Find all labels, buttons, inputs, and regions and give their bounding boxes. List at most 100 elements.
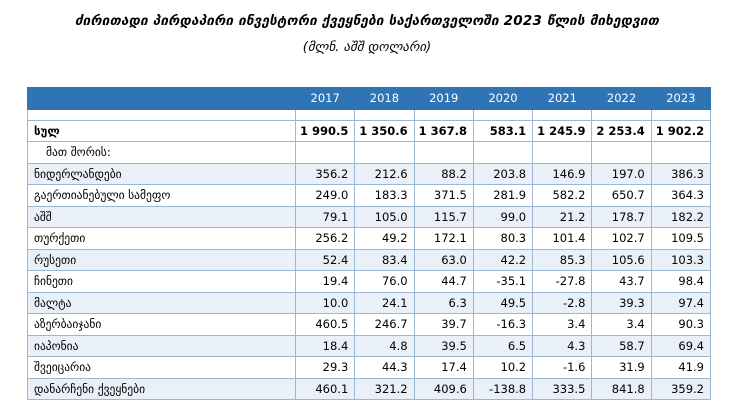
table-row: ჩინეთი 19.4 76.0 44.7 -35.1 -27.8 43.7 98.4	[27, 270, 712, 293]
table-cell: 841.8	[591, 377, 652, 400]
row-label: გაერთიანებული სამეფო	[27, 184, 296, 207]
row-label: შვეიცარია	[27, 356, 296, 379]
table-cell: 356.2	[294, 162, 356, 185]
table-cell: 41.9	[650, 356, 712, 379]
table-cell: -1.6	[532, 356, 593, 379]
table-cell: 10.2	[472, 356, 534, 379]
table-cell: 3.4	[591, 313, 652, 336]
table-cell: 246.7	[354, 313, 415, 336]
table-cell: 3.4	[532, 313, 593, 336]
table-cell: 10.0	[294, 291, 356, 314]
header-corner	[27, 87, 296, 110]
total-row: სულ 1 990.5 1 350.6 1 367.8 583.1 1 245.…	[27, 119, 712, 142]
table-cell: 52.4	[294, 248, 356, 271]
table-title: ძირითადი პირდაპირი ინვესტორი ქვეყნები სა…	[74, 13, 660, 29]
row-label: დანარჩენი ქვეყნები	[27, 377, 296, 400]
table-cell: 80.3	[472, 227, 534, 250]
table-cell: 321.2	[354, 377, 415, 400]
row-label: ნიდერლანდები	[27, 162, 296, 185]
table-cell: 39.3	[591, 291, 652, 314]
row-label: რუსეთი	[27, 248, 296, 271]
row-label: მალტა	[27, 291, 296, 314]
table-row: დანარჩენი ქვეყნები 460.1 321.2 409.6 -138.8 3…	[27, 377, 712, 400]
table-cell: 29.3	[294, 356, 356, 379]
table-row: ნიდერლანდები 356.2 212.6 88.2 203.8 146.9 197.…	[27, 162, 712, 185]
table-cell: 212.6	[354, 162, 415, 185]
table-cell: 386.3	[650, 162, 712, 185]
table-row: აზერბაიჯანი 460.5 246.7 39.7 -16.3 3.4 3.4 90.3	[27, 313, 712, 336]
table-cell: 409.6	[413, 377, 474, 400]
table-cell: 49.5	[472, 291, 534, 314]
table-cell: 19.4	[294, 270, 356, 293]
table-cell: 1 245.9	[532, 119, 593, 142]
year-header: 2018	[354, 87, 415, 110]
table-cell: 42.2	[472, 248, 534, 271]
table-cell: 44.7	[413, 270, 474, 293]
table-cell: 178.7	[591, 205, 652, 228]
year-header: 2021	[532, 87, 593, 110]
table-cell: 583.1	[472, 119, 534, 142]
year-header: 2019	[413, 87, 474, 110]
table-row: გაერთიანებული სამეფო 249.0 183.3 371.5 281.9…	[27, 184, 712, 207]
table-cell: 650.7	[591, 184, 652, 207]
table-cell: 183.3	[354, 184, 415, 207]
table-cell: 1 902.2	[650, 119, 712, 142]
table-cell: 359.2	[650, 377, 712, 400]
table-cell: 98.4	[650, 270, 712, 293]
table-cell: 101.4	[532, 227, 593, 250]
table-cell: 18.4	[294, 334, 356, 357]
table-row: აშშ 79.1 105.0 115.7 99.0 21.2 178.7 182.2	[27, 205, 712, 228]
header-row: 2017 2018 2019 2020 2021 2022 2023	[27, 87, 712, 110]
table-cell: 197.0	[591, 162, 652, 185]
table-cell: 44.3	[354, 356, 415, 379]
sub-label: მათ შორის:	[27, 141, 296, 164]
table-cell: 24.1	[354, 291, 415, 314]
table-cell: -27.8	[532, 270, 593, 293]
table-cell: 83.4	[354, 248, 415, 271]
table-cell: 249.0	[294, 184, 356, 207]
table-cell: 49.2	[354, 227, 415, 250]
row-label: იაპონია	[27, 334, 296, 357]
year-header: 2023	[650, 87, 712, 110]
year-header: 2017	[294, 87, 356, 110]
table-cell: -35.1	[472, 270, 534, 293]
table-cell: 281.9	[472, 184, 534, 207]
fdi-table: 2017 2018 2019 2020 2021 2022 2023 სულ 1…	[27, 87, 712, 400]
table-cell: -2.8	[532, 291, 593, 314]
table-cell: 1 367.8	[413, 119, 474, 142]
table-cell: 99.0	[472, 205, 534, 228]
total-label: სულ	[27, 119, 296, 142]
table-cell: 109.5	[650, 227, 712, 250]
table-cell: 115.7	[413, 205, 474, 228]
table-cell: 102.7	[591, 227, 652, 250]
table-cell: 105.0	[354, 205, 415, 228]
table-cell: 76.0	[354, 270, 415, 293]
sub-label-row: მათ შორის:	[27, 141, 712, 164]
table-cell: 85.3	[532, 248, 593, 271]
table-subtitle: (მლნ. აშშ დოლარი)	[302, 40, 432, 55]
table-cell: 43.7	[591, 270, 652, 293]
table-cell: -138.8	[472, 377, 534, 400]
table-cell: 182.2	[650, 205, 712, 228]
row-label: თურქეთი	[27, 227, 296, 250]
table-cell: 203.8	[472, 162, 534, 185]
table-cell: 79.1	[294, 205, 356, 228]
table-cell: 460.1	[294, 377, 356, 400]
table-row: რუსეთი 52.4 83.4 63.0 42.2 85.3 105.6 103.3	[27, 248, 712, 271]
table-cell: 39.5	[413, 334, 474, 357]
table-cell: 58.7	[591, 334, 652, 357]
table-cell: 69.4	[650, 334, 712, 357]
table-cell: 460.5	[294, 313, 356, 336]
table-cell: 6.3	[413, 291, 474, 314]
year-header: 2022	[591, 87, 652, 110]
table-cell: 105.6	[591, 248, 652, 271]
table-cell: 90.3	[650, 313, 712, 336]
table-cell: 6.5	[472, 334, 534, 357]
table-cell: 63.0	[413, 248, 474, 271]
table-cell: -16.3	[472, 313, 534, 336]
table-cell: 4.3	[532, 334, 593, 357]
table-cell: 31.9	[591, 356, 652, 379]
table-cell: 364.3	[650, 184, 712, 207]
table-cell: 371.5	[413, 184, 474, 207]
table-cell: 1 350.6	[354, 119, 415, 142]
